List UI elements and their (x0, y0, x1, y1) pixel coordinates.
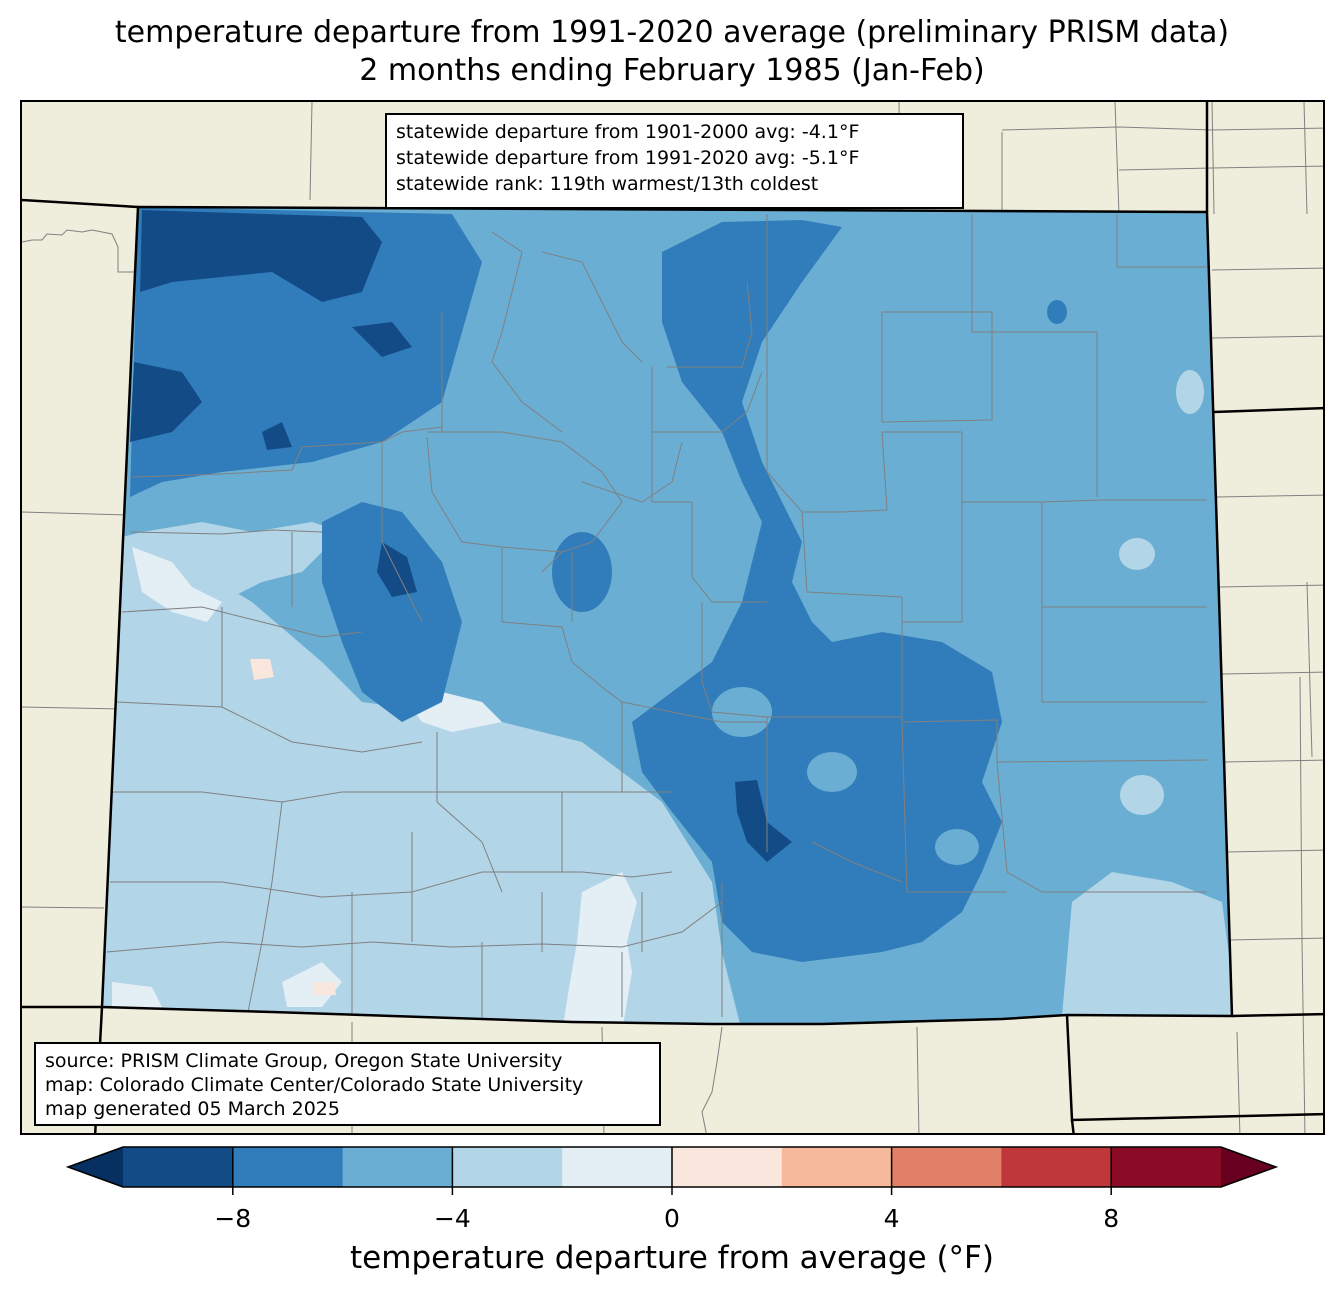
colorbar-bin (1001, 1147, 1112, 1187)
source-credits-box: source: PRISM Climate Group, Oregon Stat… (34, 1042, 661, 1126)
colorbar-tick-label: −4 (433, 1204, 471, 1233)
colorbar-tick-label: −8 (214, 1204, 252, 1233)
colorbar-outline (65, 1146, 1279, 1188)
colorado-departure-field (102, 207, 1232, 1024)
generated-date-line: map generated 05 March 2025 (45, 1098, 340, 1120)
state-borders (22, 102, 1323, 1133)
stats-departure-1991-2020: statewide departure from 1991-2020 avg: … (396, 147, 860, 169)
colorbar-label: temperature departure from average (°F) (350, 1240, 994, 1276)
colorbar-bin (452, 1147, 563, 1187)
map-credit-line: map: Colorado Climate Center/Colorado St… (45, 1074, 584, 1096)
colorbar-tick-label: 0 (664, 1204, 680, 1233)
colorbar-bin (232, 1147, 344, 1187)
colorbar-bin (781, 1147, 893, 1187)
statewide-stats-box: statewide departure from 1901-2000 avg: … (385, 113, 964, 209)
colorbar-bin (891, 1147, 1002, 1187)
map-title-line2: 2 months ending February 1985 (Jan-Feb) (359, 53, 985, 88)
source-line: source: PRISM Climate Group, Oregon Stat… (45, 1050, 563, 1072)
colorbar-bin (1111, 1147, 1222, 1187)
colorbar-bin (672, 1147, 783, 1187)
map-frame: statewide departure from 1901-2000 avg: … (20, 100, 1325, 1135)
colorbar (65, 1146, 1279, 1195)
colorbar-bins (123, 1147, 1222, 1187)
colorbar-bin (123, 1147, 234, 1187)
colorbar-over-arrow (1221, 1147, 1276, 1187)
colorbar-bin (342, 1147, 453, 1187)
colorbar-tick-label: 4 (883, 1204, 900, 1233)
stats-departure-1901-2000: statewide departure from 1901-2000 avg: … (396, 121, 860, 143)
map-title-line1: temperature departure from 1991-2020 ave… (114, 15, 1230, 50)
county-lines (106, 214, 1208, 1018)
colorbar-bin (562, 1147, 673, 1187)
temperature-departure-map (22, 102, 1323, 1133)
colorbar-tick-label: 8 (1103, 1204, 1120, 1233)
colorbar-under-arrow (68, 1147, 123, 1187)
stats-rank: statewide rank: 119th warmest/13th colde… (396, 173, 819, 195)
